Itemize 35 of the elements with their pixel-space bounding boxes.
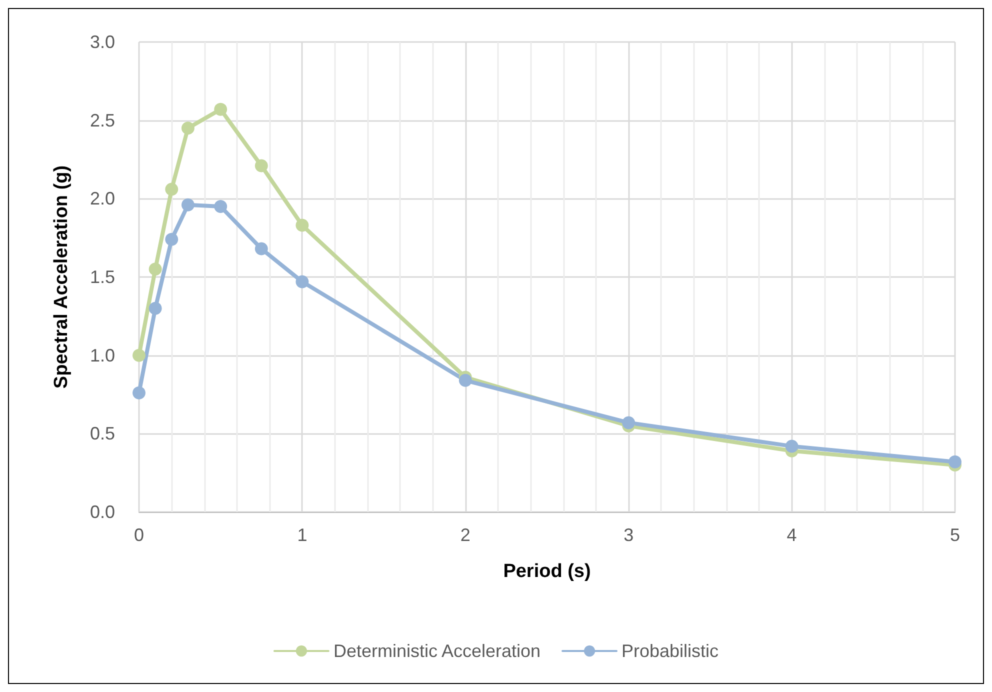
legend-label: Deterministic Acceleration bbox=[333, 641, 541, 661]
y-tick-label: 2.0 bbox=[90, 188, 115, 209]
point bbox=[148, 262, 162, 276]
y-tick-label: 3.0 bbox=[90, 32, 115, 52]
x-axis-title: Period (s) bbox=[503, 561, 591, 582]
point bbox=[165, 182, 178, 196]
y-tick-label: 1.5 bbox=[90, 267, 115, 287]
point bbox=[165, 232, 178, 246]
point bbox=[785, 440, 798, 453]
point bbox=[214, 200, 228, 213]
y-axis-title: Spectral Acceleration (g) bbox=[51, 165, 72, 389]
point bbox=[132, 348, 146, 362]
x-tick-label: 4 bbox=[786, 525, 797, 545]
point bbox=[296, 275, 309, 288]
point bbox=[181, 198, 194, 212]
x-tick-label: 2 bbox=[460, 525, 470, 545]
point bbox=[214, 102, 228, 116]
point bbox=[296, 218, 309, 232]
y-tick-label: 0.0 bbox=[90, 502, 115, 522]
y-tick-label: 2.5 bbox=[90, 110, 115, 130]
point bbox=[622, 416, 636, 430]
point bbox=[148, 302, 162, 315]
x-tick-label: 3 bbox=[624, 525, 634, 545]
point bbox=[254, 159, 268, 172]
x-tick-label: 1 bbox=[297, 525, 308, 545]
point bbox=[948, 455, 962, 468]
point bbox=[132, 386, 146, 400]
point bbox=[458, 374, 472, 387]
y-tick-label: 1.0 bbox=[90, 345, 115, 366]
y-tick-label: 0.5 bbox=[90, 424, 115, 444]
x-tick-label: 0 bbox=[134, 525, 144, 545]
point bbox=[254, 242, 268, 256]
x-tick-label: 5 bbox=[950, 525, 960, 545]
point bbox=[181, 122, 194, 135]
legend-label: Probabilistic bbox=[622, 641, 719, 661]
